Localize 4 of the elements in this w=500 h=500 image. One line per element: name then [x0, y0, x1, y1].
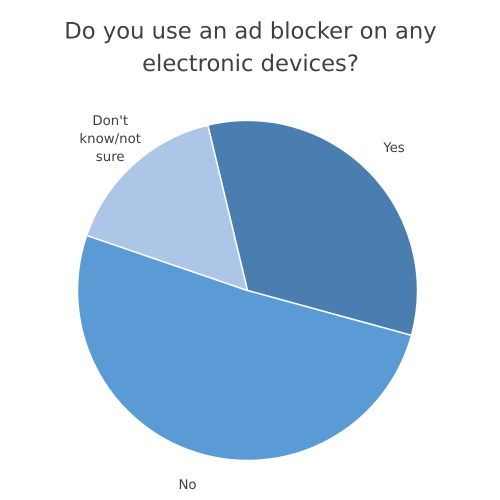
slice-label: Yes	[382, 141, 405, 156]
slice-label: No	[178, 478, 197, 493]
slice-label: Don't know/not sure	[79, 114, 141, 166]
chart-title: Do you use an ad blocker on any electronic devices?	[64, 18, 437, 77]
